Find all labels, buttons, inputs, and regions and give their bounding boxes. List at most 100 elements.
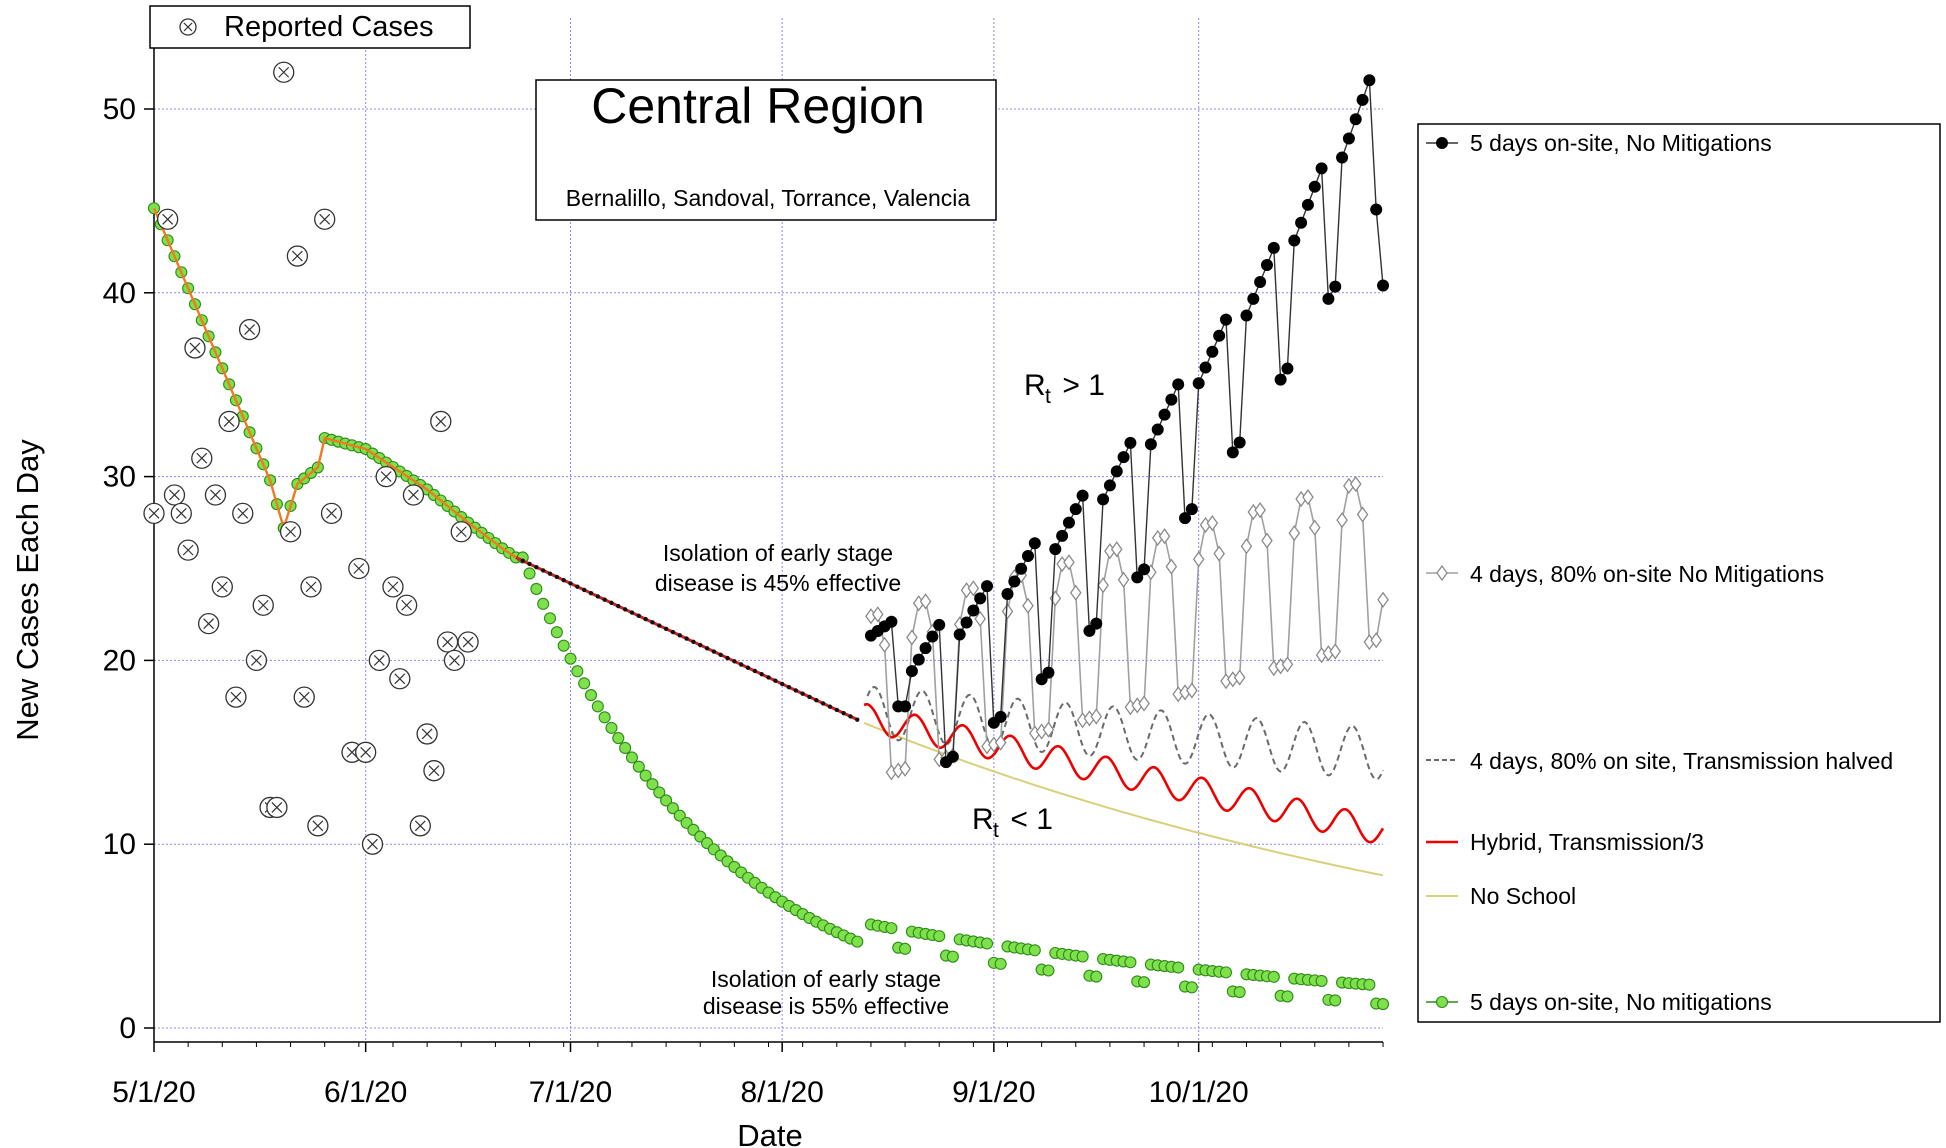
green-series-marker	[1219, 966, 1233, 979]
y-tick-label-4: 40	[103, 277, 136, 310]
annotation-45-line2: disease is 45% effective	[655, 570, 901, 596]
reported-case-marker-10	[218, 410, 240, 433]
green-series-marker	[1124, 956, 1137, 969]
reported-case-marker-23	[307, 815, 329, 837]
green-series-marker	[980, 937, 994, 950]
fit-line-45pct-marker	[848, 714, 853, 719]
black-series-marker	[960, 616, 973, 629]
green-series-marker	[1138, 976, 1151, 989]
black-series-marker	[933, 618, 946, 631]
fit-line-45pct-marker	[807, 694, 812, 700]
black-series-marker	[1001, 588, 1014, 601]
black-series-marker	[974, 592, 987, 605]
reported-case-marker-3	[170, 502, 192, 525]
black-series-marker	[1240, 309, 1253, 322]
fit-line-45pct-marker	[834, 707, 839, 713]
black-series-marker	[1342, 132, 1355, 145]
fit-line-45pct-marker	[670, 629, 676, 635]
gray-series-marker	[974, 610, 986, 627]
reported-case-marker-14	[245, 649, 268, 672]
fit-line-45pct-marker	[629, 610, 635, 615]
green-series-marker	[530, 582, 543, 595]
hybrid-line	[863, 702, 1385, 844]
reported-marker-x2	[210, 489, 221, 501]
fit-line-45pct-marker	[547, 571, 553, 576]
black-series-marker	[1260, 259, 1273, 272]
legend-markers	[1426, 137, 1458, 1009]
reported-case-marker-20	[286, 245, 309, 267]
green-series-marker	[646, 778, 659, 791]
fit-line-45pct-marker	[527, 561, 532, 567]
gray-series-marker	[1349, 475, 1362, 493]
reported-case-marker-2	[163, 484, 186, 506]
black-series-marker	[899, 700, 912, 713]
black-series-marker	[981, 580, 994, 593]
reported-case-marker-41	[443, 649, 466, 672]
fit-line-45pct-marker	[841, 710, 846, 716]
fit-line-45pct-marker	[663, 626, 669, 632]
green-series-marker	[899, 942, 912, 955]
black-series-marker	[1179, 512, 1192, 525]
gray-series-marker	[1097, 577, 1109, 594]
reported-marker-x2	[346, 746, 358, 758]
fit-line-45pct-marker	[766, 675, 771, 680]
black-series-marker	[1274, 373, 1287, 386]
annotation-55-line2: disease is 55% effective	[703, 993, 949, 1019]
black-series-marker	[1117, 451, 1130, 464]
reported-marker-x2	[455, 526, 467, 538]
reported-case-marker-17	[266, 796, 288, 819]
gray-series-marker	[1302, 488, 1314, 506]
reported-legend-icon	[179, 18, 197, 36]
reported-marker-x2	[401, 599, 413, 611]
reported-case-marker-29	[361, 833, 384, 855]
reported-marker-x2	[394, 673, 406, 685]
reported-marker-x2	[257, 599, 269, 611]
black-series-marker	[1103, 479, 1116, 492]
legend-marker-green	[1435, 995, 1449, 1009]
black-series-marker	[1247, 292, 1260, 305]
title-box: Central Region Bernalillo, Sandoval, Tor…	[535, 78, 997, 221]
y-tick-label-0: 0	[119, 1012, 136, 1045]
gray-series-marker	[1042, 721, 1055, 738]
gray-series-marker	[1370, 632, 1383, 649]
black-series-marker	[1021, 550, 1034, 563]
black-series-marker	[1219, 313, 1232, 326]
fit-line-45pct-marker	[616, 603, 621, 609]
black-series-marker	[1213, 329, 1226, 342]
reported-cases-legend-marker	[179, 18, 197, 36]
reported-cases	[143, 61, 479, 855]
reported-case-marker-6	[191, 447, 213, 469]
fit-line-45pct-marker	[568, 581, 573, 586]
fit-line-45pct-marker	[602, 597, 607, 602]
axes: 0 10 20 30 40 50 5/1/20 6/1/20 7/1/20 8/1/20 9/1/2…	[103, 18, 1384, 1109]
fit-line-45pct-marker	[622, 607, 628, 612]
gray-series-marker	[1329, 643, 1342, 660]
reported-marker-x2	[223, 416, 235, 427]
green-series-marker	[619, 741, 632, 754]
reported-case-marker-7	[197, 612, 220, 635]
reported-case-marker-25	[320, 502, 343, 525]
green-series-marker	[605, 721, 618, 734]
gray-series-marker	[1192, 551, 1205, 568]
black-series-marker	[1062, 516, 1075, 529]
black-series-marker	[994, 710, 1007, 723]
y-tick-label-5: 50	[103, 93, 136, 126]
gray-series-marker	[1110, 541, 1123, 558]
black-series-marker	[1226, 446, 1239, 459]
fit-line-45pct-marker	[520, 558, 525, 563]
reported-case-marker-15	[252, 594, 274, 616]
black-series-marker	[1131, 571, 1144, 584]
green-series-marker	[1233, 986, 1246, 999]
rt-less-rest: < 1	[1002, 803, 1053, 836]
legend-label-black: 5 days on-site, No Mitigations	[1470, 130, 1772, 156]
x-tick-label-0: 5/1/20	[112, 1076, 195, 1109]
black-series-marker	[1151, 423, 1164, 436]
green-series-marker	[666, 802, 679, 815]
reported-marker-x2	[169, 489, 180, 501]
black-series-marker	[1049, 543, 1062, 556]
fit-line-45pct-marker	[820, 701, 826, 706]
reported-case-marker-19	[279, 521, 302, 543]
black-series-marker	[1069, 503, 1082, 516]
reported-case-marker-27	[348, 557, 370, 580]
fit-line-45pct-marker	[677, 633, 682, 638]
